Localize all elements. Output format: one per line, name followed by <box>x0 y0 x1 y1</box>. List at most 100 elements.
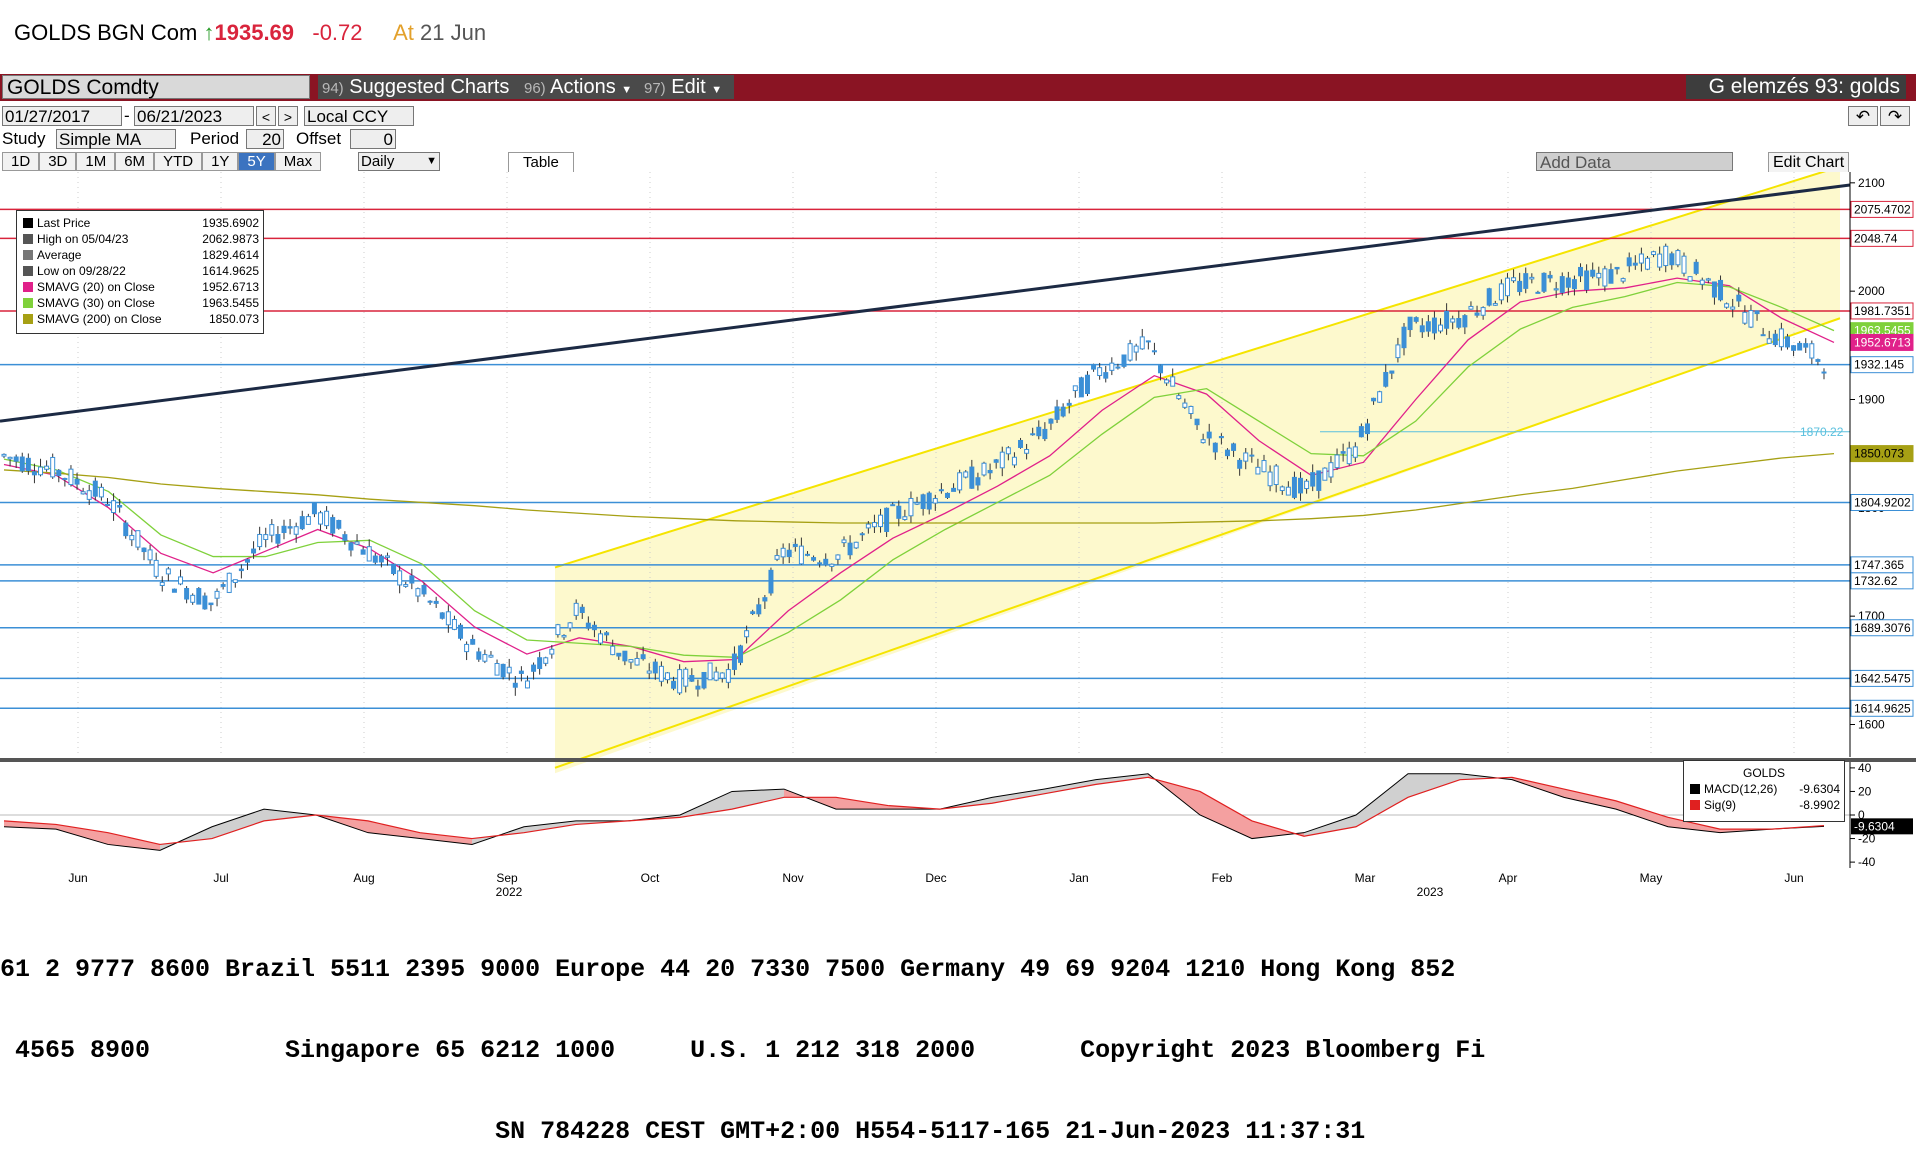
candle-body <box>366 546 372 562</box>
edit-chart-button[interactable]: Edit Chart <box>1768 152 1850 173</box>
price-chart[interactable]: 1600170018001900200021002075.47022048.74… <box>0 172 1916 900</box>
range-button-1y[interactable]: 1Y <box>202 152 239 171</box>
candle-body <box>1675 250 1681 266</box>
actions-menu[interactable]: 96) Actions ▼ <box>520 75 642 99</box>
currency-select[interactable]: Local CCY <box>304 106 414 126</box>
candle-body <box>993 459 999 463</box>
x-tick-label: May <box>1640 871 1663 885</box>
candle-body <box>1693 261 1699 274</box>
legend-label: High on 05/04/23 <box>37 232 129 246</box>
candle-body <box>804 553 810 556</box>
macd-legend: GOLDS MACD(12,26) -9.6304 Sig(9) -8.9902 <box>1683 760 1845 822</box>
candle-body <box>1237 459 1243 469</box>
range-button-1m[interactable]: 1M <box>76 152 116 171</box>
add-data-input[interactable]: Add Data <box>1536 152 1733 172</box>
candle-body <box>1644 257 1650 270</box>
level-tag-label: 1689.3076 <box>1854 621 1911 635</box>
period-input[interactable]: 20 <box>246 129 284 149</box>
candle-body <box>165 568 171 575</box>
frequency-select[interactable]: Daily ▼ <box>358 152 440 171</box>
offset-input[interactable]: 0 <box>350 129 396 149</box>
candle-body <box>1419 325 1425 333</box>
redo-icon[interactable]: ↷ <box>1880 106 1910 126</box>
study-label: Study <box>2 129 46 148</box>
range-buttons: 1D 3D 1M 6M YTD 1Y 5Y Max <box>2 152 322 171</box>
candle-body <box>1072 385 1078 392</box>
candle-body <box>129 534 135 541</box>
level-tag-box <box>1850 699 1914 717</box>
legend-swatch <box>23 314 33 324</box>
candle-body <box>482 654 488 662</box>
dropdown-arrow-icon: ▼ <box>426 155 437 167</box>
edit-menu[interactable]: 97) Edit ▼ <box>640 75 734 99</box>
candle-body <box>908 497 914 517</box>
candle-body <box>196 588 202 605</box>
candle-body <box>1614 266 1620 270</box>
table-button[interactable]: Table <box>508 152 574 173</box>
macd-y-tick-label: 0 <box>1858 808 1865 822</box>
candle-body <box>1328 462 1334 478</box>
candle-body <box>689 675 695 682</box>
candle-body <box>111 500 117 514</box>
candle-body <box>610 645 616 656</box>
macd-swatch <box>1690 784 1700 794</box>
candle-body <box>780 547 786 558</box>
candle-body <box>281 525 287 534</box>
candle-body <box>360 549 366 555</box>
legend-label: Low on 09/28/22 <box>37 264 126 278</box>
level-tag-label: 1981.7351 <box>1854 304 1911 318</box>
candle-body <box>738 645 744 663</box>
candle-body <box>257 533 263 548</box>
candle-body <box>1754 310 1760 315</box>
footer-line-2: 4565 8900 Singapore 65 6212 1000 U.S. 1 … <box>0 1036 1486 1065</box>
candle-body <box>817 562 823 565</box>
candle-body <box>1243 452 1249 462</box>
candle-body <box>1358 426 1364 438</box>
security-field[interactable]: GOLDS Comdty <box>2 75 310 99</box>
candle-body <box>44 465 50 470</box>
candle-body <box>427 600 433 603</box>
range-button-5y[interactable]: 5Y <box>238 152 275 171</box>
range-button-ytd[interactable]: YTD <box>154 152 203 171</box>
candle-body <box>518 670 524 674</box>
range-button-3d[interactable]: 3D <box>39 152 77 171</box>
candle-body <box>524 680 530 689</box>
chevron-left-icon[interactable]: < <box>256 106 276 126</box>
chevron-right-icon[interactable]: > <box>278 106 298 126</box>
study-select[interactable]: Simple MA <box>56 129 176 149</box>
date-to-field[interactable]: 06/21/2023 <box>134 106 254 126</box>
candle-body <box>1517 280 1523 293</box>
candle-body <box>914 502 920 505</box>
candle-body <box>1797 342 1803 351</box>
legend-value: 1952.6713 <box>202 280 259 294</box>
up-arrow-icon: ↑ <box>203 20 215 45</box>
undo-icon[interactable]: ↶ <box>1848 106 1878 126</box>
sig-value: -8.9902 <box>1799 798 1840 812</box>
candle-body <box>439 612 445 619</box>
candle-body <box>1133 345 1139 353</box>
candle-body <box>299 516 305 530</box>
signal-line <box>3 776 1825 846</box>
candle-body <box>1024 449 1030 454</box>
candle-body <box>1401 326 1407 349</box>
candle-body <box>433 600 439 604</box>
candle-body <box>938 489 944 492</box>
legend-swatch <box>23 218 33 228</box>
range-button-1d[interactable]: 1D <box>2 152 40 171</box>
ma-line-smavg200onclose <box>3 452 1835 524</box>
legend-value: 1614.9625 <box>202 264 259 278</box>
level-tag-box <box>1850 445 1914 463</box>
date-from-field[interactable]: 01/27/2017 <box>2 106 122 126</box>
candle-body <box>786 549 792 558</box>
range-button-max[interactable]: Max <box>274 152 322 171</box>
candle-body <box>719 672 725 679</box>
range-button-6m[interactable]: 6M <box>115 152 155 171</box>
candle-body <box>1389 370 1395 374</box>
header-quote: GOLDS BGN Com ↑ 1935.69 -0.72 At 21 Jun <box>14 20 486 50</box>
candle-body <box>853 541 859 549</box>
candle-body <box>701 671 707 689</box>
candle-body <box>926 492 932 510</box>
candle-body <box>1231 443 1237 451</box>
candle-body <box>1730 306 1736 310</box>
suggested-charts-button[interactable]: 94) Suggested Charts <box>318 75 522 99</box>
